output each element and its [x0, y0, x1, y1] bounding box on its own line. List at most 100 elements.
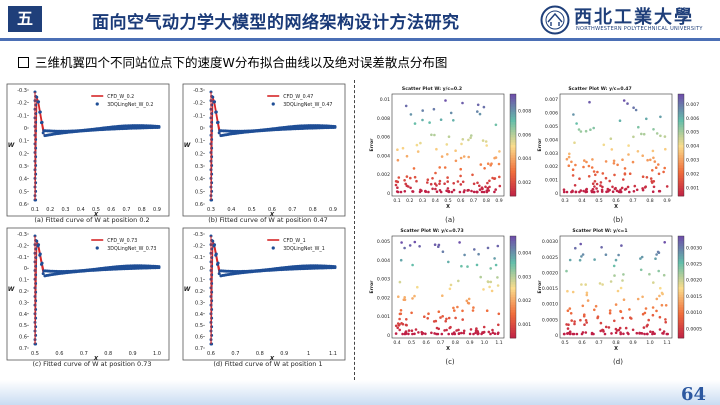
colorbar-segment: [678, 297, 684, 301]
prediction-point: [33, 303, 37, 307]
prediction-point: [259, 129, 263, 133]
prediction-point: [60, 269, 64, 273]
prediction-point: [273, 268, 276, 272]
error-point: [571, 168, 575, 171]
x-tick-label: 0.4: [227, 207, 235, 213]
colorbar-segment: [678, 150, 684, 154]
colorbar-segment: [678, 139, 684, 143]
prediction-point: [299, 264, 303, 268]
error-point: [410, 329, 414, 333]
prediction-point: [37, 243, 41, 247]
header-divider: [0, 38, 720, 41]
error-point: [452, 119, 455, 122]
error-point: [652, 180, 656, 183]
prediction-point: [125, 124, 129, 128]
prediction-point: [294, 124, 298, 128]
prediction-point: [104, 126, 108, 130]
error-point: [434, 319, 438, 323]
error-point: [562, 188, 566, 191]
colorbar-segment: [678, 248, 684, 252]
error-point: [584, 331, 588, 334]
prediction-point: [113, 125, 117, 129]
prediction-point: [55, 272, 59, 276]
prediction-point: [150, 126, 154, 130]
prediction-point: [214, 110, 218, 114]
prediction-point: [330, 125, 334, 129]
prediction-point: [109, 265, 113, 269]
error-point: [404, 332, 408, 336]
prediction-point: [99, 267, 103, 271]
prediction-point: [239, 269, 243, 273]
error-point: [497, 162, 501, 166]
chart-caption: (d) Fitted curve of W at position 1: [213, 360, 322, 368]
prediction-point: [233, 272, 237, 276]
colorbar-segment: [678, 322, 684, 326]
prediction-point: [269, 267, 273, 271]
colorbar-segment: [510, 289, 516, 293]
colorbar-segment: [678, 256, 684, 260]
cfd-curve-upper: [210, 240, 336, 345]
error-point: [595, 182, 599, 186]
prediction-point: [65, 130, 69, 134]
prediction-point: [34, 198, 38, 202]
error-point: [415, 179, 418, 183]
error-point: [565, 269, 568, 273]
prediction-point: [210, 273, 214, 277]
error-point: [396, 148, 399, 151]
prediction-point: [143, 266, 147, 270]
prediction-point: [317, 126, 321, 130]
prediction-point: [209, 198, 213, 202]
prediction-point: [97, 268, 100, 272]
prediction-point: [302, 126, 306, 130]
error-point: [580, 255, 583, 258]
prediction-point: [307, 266, 311, 270]
y-tick-label: 0.0020: [542, 270, 558, 276]
error-point: [568, 330, 572, 334]
prediction-point: [287, 265, 291, 269]
prediction-point: [140, 126, 144, 130]
prediction-point: [280, 126, 284, 130]
prediction-point: [221, 269, 225, 273]
error-point: [660, 303, 664, 307]
prediction-point: [119, 267, 123, 271]
colorbar-segment: [510, 241, 516, 245]
prediction-point: [333, 265, 337, 269]
prediction-point: [323, 266, 327, 270]
prediction-point: [129, 266, 133, 270]
prediction-point: [223, 269, 227, 273]
prediction-point: [34, 238, 38, 242]
error-point: [396, 322, 400, 325]
error-point: [614, 327, 618, 331]
error-scatter-chart-4: Scatter Plot W: y/c=100.00050.00100.0015…: [537, 228, 702, 352]
error-point: [643, 186, 647, 189]
prediction-point: [296, 124, 300, 128]
error-point: [581, 331, 585, 334]
colorbar-segment: [510, 162, 516, 166]
error-point: [615, 189, 619, 193]
x-tick-label: 0.7: [437, 340, 444, 346]
prediction-point: [110, 127, 114, 131]
prediction-point: [107, 125, 111, 129]
error-point: [394, 332, 398, 335]
colorbar-segment: [678, 325, 684, 329]
prediction-point: [299, 124, 303, 128]
error-point: [626, 185, 630, 189]
x-tick-label: 1.1: [663, 340, 670, 346]
error-point: [645, 332, 649, 336]
error-point: [404, 331, 407, 334]
prediction-point: [136, 264, 140, 268]
error-point: [460, 264, 463, 268]
error-point: [447, 190, 450, 193]
scatter-caption: (c): [445, 358, 455, 366]
x-axis-label: X: [446, 346, 450, 352]
legend-pred-label: 3DQLingNet_W_0.73: [107, 246, 156, 252]
colorbar-segment: [678, 99, 684, 103]
error-point: [443, 166, 447, 169]
error-point: [637, 125, 640, 129]
prediction-point: [76, 129, 80, 133]
prediction-point: [290, 127, 294, 131]
error-point: [409, 186, 412, 190]
error-point: [632, 135, 635, 139]
error-point: [473, 248, 476, 251]
error-point: [456, 305, 459, 309]
